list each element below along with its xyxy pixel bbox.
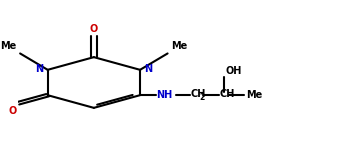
Text: CH: CH bbox=[220, 89, 235, 99]
Text: Me: Me bbox=[0, 41, 17, 51]
Text: NH: NH bbox=[156, 90, 172, 100]
Text: N: N bbox=[36, 64, 44, 74]
Text: CH: CH bbox=[191, 89, 206, 99]
Text: 2: 2 bbox=[200, 93, 205, 102]
Text: O: O bbox=[9, 106, 17, 116]
Text: N: N bbox=[144, 64, 152, 74]
Text: OH: OH bbox=[226, 66, 242, 76]
Text: Me: Me bbox=[171, 41, 187, 51]
Text: O: O bbox=[90, 24, 98, 34]
Text: Me: Me bbox=[246, 90, 262, 100]
